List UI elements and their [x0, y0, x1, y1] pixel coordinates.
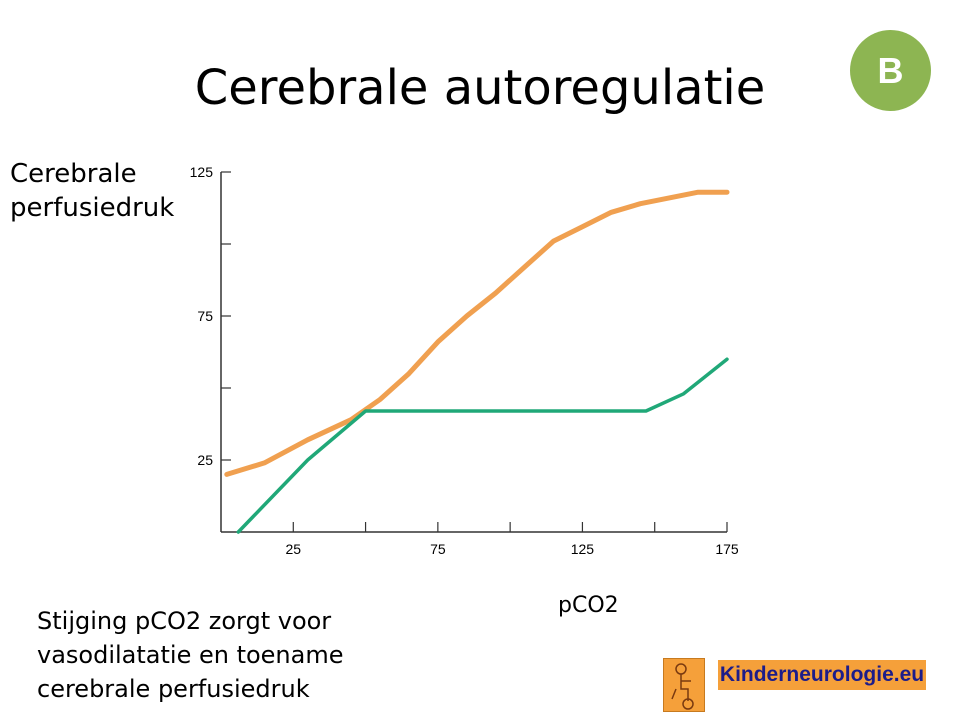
slide-caption: Stijging pCO2 zorgt voor vasodilatatie e… — [37, 607, 344, 703]
x-tick-label: 25 — [285, 541, 301, 557]
slide-title: Cerebrale autoregulatie — [194, 60, 766, 116]
x-tick-label: 75 — [430, 541, 446, 557]
y-tick-label: 75 — [197, 308, 213, 324]
x-axis-label: pCO2 — [558, 593, 619, 618]
series-line-orange — [224, 189, 730, 477]
child-figure-icon — [663, 658, 705, 712]
series-line-green — [236, 357, 729, 534]
section-badge: B — [850, 30, 931, 111]
y-tick-label: 25 — [197, 452, 213, 468]
y-axis-label: Cerebrale perfusiedruk — [10, 159, 175, 223]
logo-text[interactable]: Kinderneurologie.eu — [718, 660, 926, 690]
x-tick-label: 125 — [571, 541, 595, 557]
chart-series — [224, 189, 730, 534]
x-tick-label: 175 — [715, 541, 739, 557]
chart-axes: 25 75 125 25 75 125 175 — [190, 164, 739, 557]
y-tick-label: 125 — [190, 164, 214, 180]
